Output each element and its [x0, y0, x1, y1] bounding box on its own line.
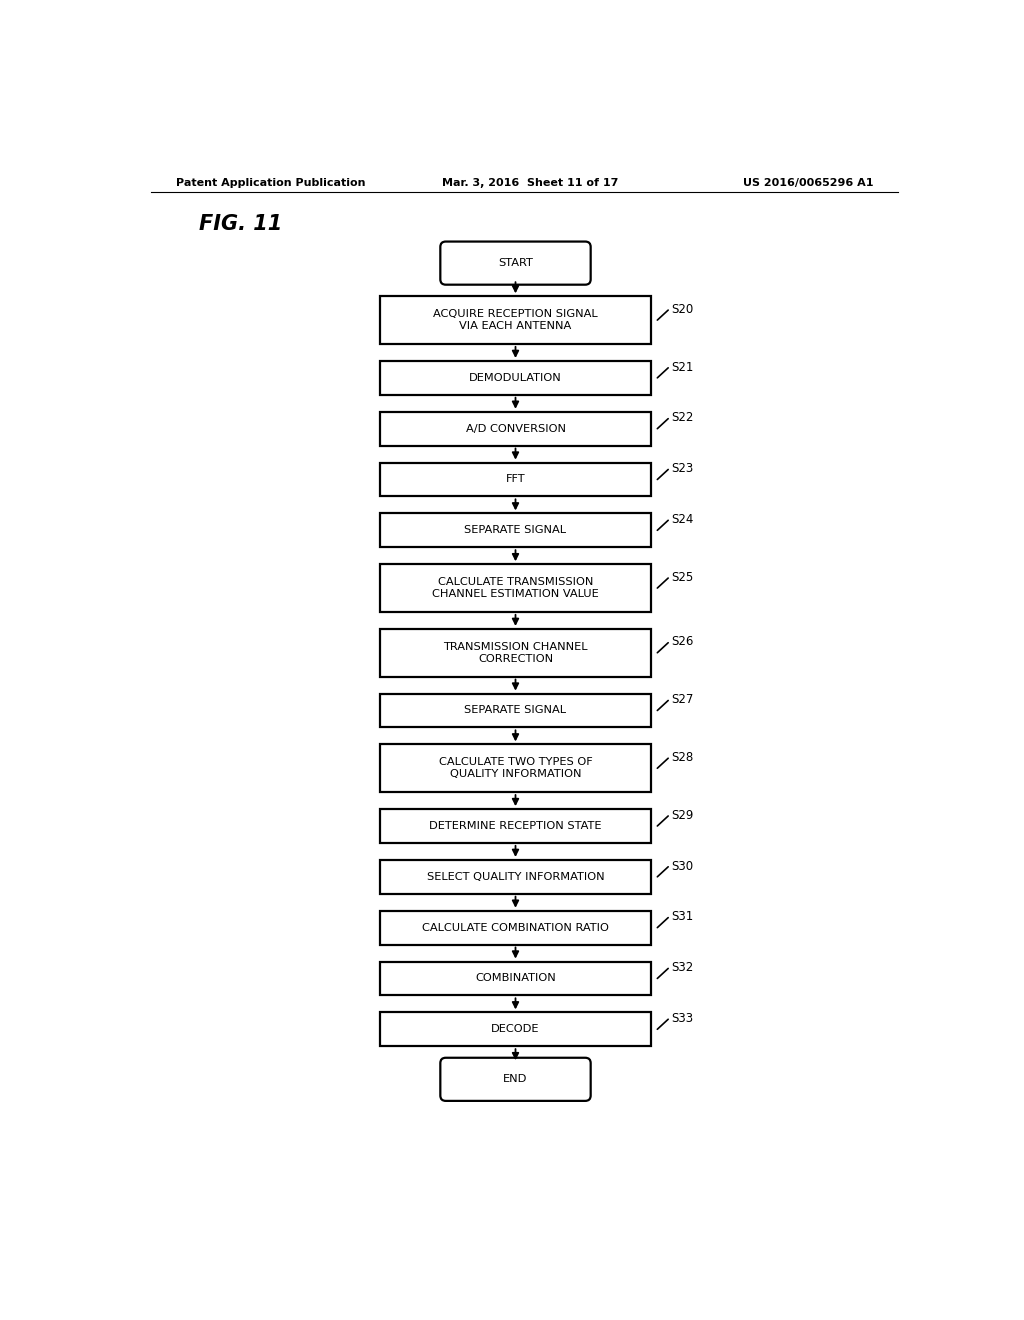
Bar	[380, 961, 651, 995]
Text: END: END	[504, 1074, 527, 1084]
Bar	[380, 744, 651, 792]
Text: S28: S28	[672, 751, 693, 764]
FancyBboxPatch shape	[440, 1057, 591, 1101]
Bar	[380, 296, 651, 345]
Text: CALCULATE COMBINATION RATIO: CALCULATE COMBINATION RATIO	[422, 923, 609, 933]
Text: SELECT QUALITY INFORMATION: SELECT QUALITY INFORMATION	[427, 871, 604, 882]
Text: DEMODULATION: DEMODULATION	[469, 372, 562, 383]
Text: CALCULATE TRANSMISSION
CHANNEL ESTIMATION VALUE: CALCULATE TRANSMISSION CHANNEL ESTIMATIO…	[432, 577, 599, 599]
Text: S23: S23	[672, 462, 693, 475]
Bar	[380, 809, 651, 843]
Text: Patent Application Publication: Patent Application Publication	[176, 178, 366, 187]
Bar	[380, 513, 651, 548]
Text: S29: S29	[672, 809, 693, 822]
Bar	[380, 412, 651, 446]
Bar	[380, 628, 651, 677]
Text: COMBINATION: COMBINATION	[475, 973, 556, 983]
Text: S30: S30	[672, 859, 693, 873]
Text: DETERMINE RECEPTION STATE: DETERMINE RECEPTION STATE	[429, 821, 602, 832]
Text: S31: S31	[672, 911, 693, 924]
Text: SEPARATE SIGNAL: SEPARATE SIGNAL	[465, 525, 566, 536]
Bar	[380, 911, 651, 945]
Text: S25: S25	[672, 570, 693, 583]
Bar	[380, 859, 651, 894]
Text: S26: S26	[672, 635, 693, 648]
Text: Mar. 3, 2016  Sheet 11 of 17: Mar. 3, 2016 Sheet 11 of 17	[442, 178, 618, 187]
Text: TRANSMISSION CHANNEL
CORRECTION: TRANSMISSION CHANNEL CORRECTION	[443, 642, 588, 664]
FancyBboxPatch shape	[440, 242, 591, 285]
Text: S20: S20	[672, 302, 693, 315]
Text: SEPARATE SIGNAL: SEPARATE SIGNAL	[465, 705, 566, 715]
Text: ACQUIRE RECEPTION SIGNAL
VIA EACH ANTENNA: ACQUIRE RECEPTION SIGNAL VIA EACH ANTENN…	[433, 309, 598, 331]
Bar	[380, 693, 651, 727]
Text: START: START	[498, 259, 532, 268]
Text: S24: S24	[672, 513, 693, 527]
Text: S22: S22	[672, 412, 693, 425]
Text: DECODE: DECODE	[492, 1024, 540, 1035]
Text: S27: S27	[672, 693, 693, 706]
Text: FIG. 11: FIG. 11	[199, 214, 282, 234]
Text: S21: S21	[672, 360, 693, 374]
Text: US 2016/0065296 A1: US 2016/0065296 A1	[743, 178, 873, 187]
Bar	[380, 564, 651, 612]
Text: CALCULATE TWO TYPES OF
QUALITY INFORMATION: CALCULATE TWO TYPES OF QUALITY INFORMATI…	[438, 758, 592, 779]
Text: S33: S33	[672, 1012, 693, 1026]
Text: FFT: FFT	[506, 474, 525, 484]
Text: A/D CONVERSION: A/D CONVERSION	[466, 424, 565, 434]
Bar	[380, 360, 651, 395]
Bar	[380, 1012, 651, 1047]
Text: S32: S32	[672, 961, 693, 974]
Bar	[380, 462, 651, 496]
